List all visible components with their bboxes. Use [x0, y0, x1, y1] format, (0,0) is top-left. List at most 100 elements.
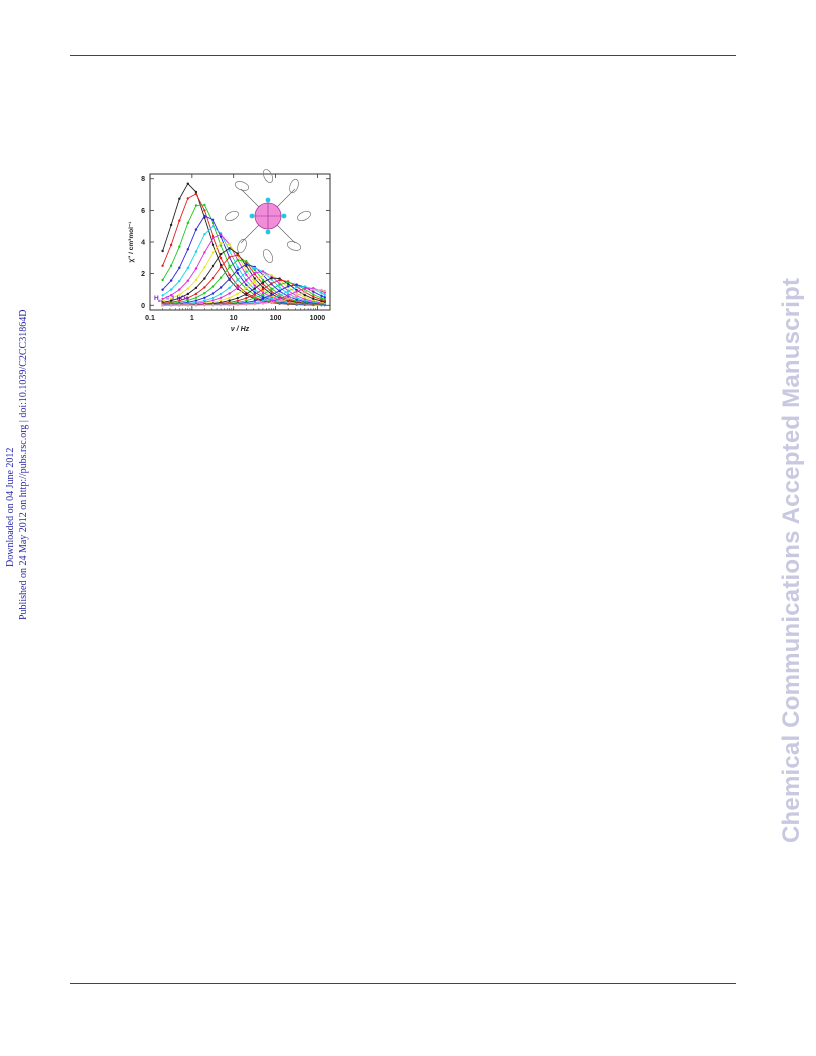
- data-point: [236, 296, 239, 300]
- data-point: [261, 291, 265, 294]
- y-tick-label: 2: [141, 271, 145, 278]
- data-point: [194, 304, 198, 307]
- chart-svg: 0.1 1 10 100 1000 0 2 4 6 8 ν / Hz χ'' / cm³mol⁻¹ H …: [128, 169, 331, 333]
- data-point: [303, 285, 306, 288]
- data-point: [228, 255, 231, 259]
- data-point: [245, 278, 248, 282]
- metal-atom: [249, 213, 255, 219]
- data-point: [186, 266, 189, 270]
- data-point: [286, 297, 290, 301]
- header-rule: [70, 55, 736, 56]
- data-point: [178, 197, 181, 200]
- figure-ac-susceptibility: 0.1 1 10 100 1000 0 2 4 6 8 ν / Hz χ'' / cm³mol⁻¹ H …: [110, 164, 342, 339]
- data-point: [203, 214, 206, 218]
- x-axis-label: ν / Hz: [231, 326, 250, 333]
- data-point: [203, 266, 206, 269]
- data-point: [323, 298, 326, 301]
- data-point: [186, 248, 189, 251]
- data-point: [253, 266, 256, 270]
- ligand-ring: [286, 241, 302, 251]
- data-point: [228, 299, 231, 302]
- data-point: [228, 247, 231, 250]
- data-point: [236, 286, 239, 289]
- data-point: [194, 286, 198, 290]
- data-point: [320, 294, 323, 298]
- data-point: [161, 297, 164, 301]
- data-point: [286, 294, 290, 297]
- data-point: [211, 303, 215, 307]
- data-point: [219, 235, 223, 238]
- ligand-ring: [234, 181, 250, 191]
- data-point: [261, 278, 265, 282]
- data-point: [194, 204, 198, 207]
- data-point: [194, 296, 198, 299]
- data-point: [161, 294, 164, 297]
- ligand-ring: [297, 210, 311, 222]
- data-point: [203, 203, 206, 207]
- data-point: [194, 228, 198, 231]
- data-point: [211, 292, 215, 295]
- data-point: [186, 299, 189, 302]
- data-point: [211, 221, 215, 225]
- x-tick-label: 0.1: [145, 315, 155, 322]
- data-point: [253, 303, 256, 306]
- data-point: [211, 243, 215, 246]
- data-point: [303, 287, 306, 290]
- data-point: [236, 303, 239, 306]
- data-point: [169, 223, 173, 227]
- data-point: [253, 299, 256, 303]
- ligand-ring: [262, 249, 274, 263]
- data-point: [278, 300, 281, 303]
- data-point: [178, 297, 181, 300]
- data-point: [278, 286, 281, 289]
- data-point: [270, 297, 273, 300]
- downloaded-date: Downloaded on 04 June 2012: [5, 447, 16, 567]
- data-point: [236, 258, 239, 262]
- field-annotation-subscript: dc: [158, 298, 163, 303]
- data-point: [178, 245, 181, 248]
- y-tick-label: 4: [141, 240, 145, 247]
- x-tick-label: 100: [270, 315, 282, 322]
- data-point: [178, 304, 181, 307]
- published-info-link[interactable]: Published on 24 May 2012 on http://pubs.…: [18, 309, 29, 620]
- x-tick-label: 10: [230, 315, 238, 322]
- data-point: [270, 301, 273, 304]
- data-point: [286, 285, 290, 288]
- data-point: [236, 266, 239, 269]
- data-point: [270, 282, 273, 285]
- data-point: [261, 274, 265, 277]
- data-point: [219, 299, 223, 302]
- data-point: [186, 292, 189, 296]
- data-point: [312, 290, 315, 293]
- data-point: [186, 182, 189, 185]
- data-point: [169, 264, 173, 267]
- data-point: [186, 296, 189, 300]
- download-info-margin: Downloaded on 04 June 2012 Published on …: [0, 0, 40, 1056]
- data-point: [236, 272, 239, 275]
- data-point: [270, 276, 273, 280]
- data-point: [228, 249, 231, 252]
- y-tick-label: 6: [141, 208, 145, 215]
- data-point: [245, 283, 248, 286]
- data-point: [253, 296, 256, 300]
- data-point: [245, 292, 248, 296]
- series-21: [161, 288, 326, 307]
- data-point: [236, 284, 239, 287]
- data-point: [211, 218, 215, 221]
- data-point: [219, 233, 223, 236]
- data-point: [312, 295, 315, 298]
- data-point: [270, 293, 273, 297]
- data-point: [253, 293, 256, 296]
- field-annotation: H = 1 kOe: [154, 295, 189, 302]
- molecule-structure-icon: [225, 169, 311, 263]
- data-point: [186, 221, 189, 225]
- data-point: [320, 292, 323, 295]
- data-point: [211, 264, 215, 268]
- data-point: [303, 298, 306, 301]
- data-point: [178, 219, 181, 222]
- y-tick-label: 8: [141, 176, 145, 183]
- data-point: [219, 286, 223, 289]
- data-point: [211, 251, 215, 254]
- data-point: [211, 285, 215, 288]
- data-point: [219, 303, 223, 307]
